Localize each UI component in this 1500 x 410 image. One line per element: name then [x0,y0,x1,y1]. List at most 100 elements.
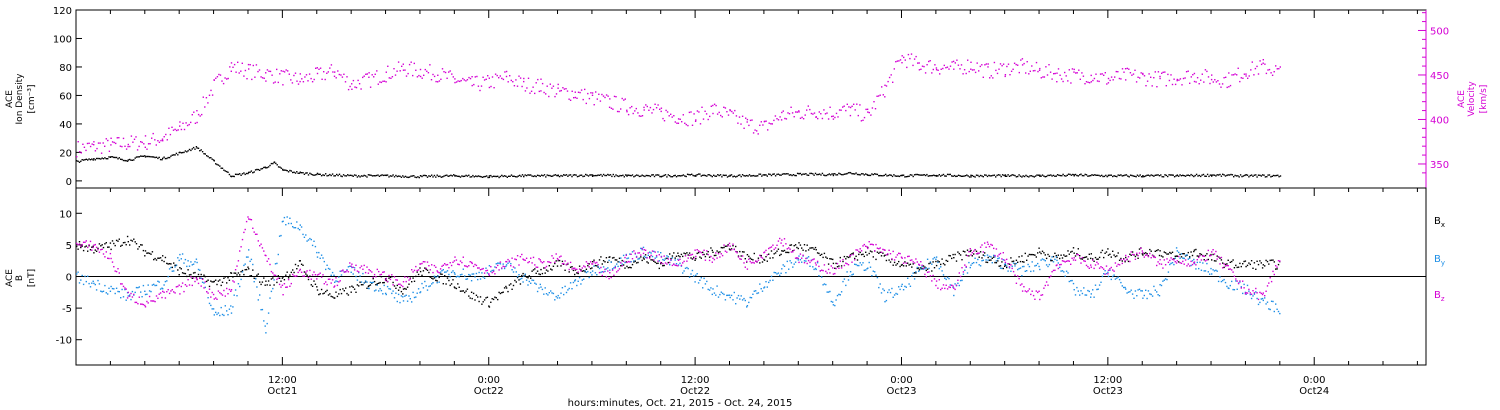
data-point [1077,290,1079,292]
data-point [1088,267,1090,269]
data-point [699,251,701,253]
data-point [1190,264,1192,267]
data-point [376,70,378,72]
data-point [932,68,934,71]
data-point [248,268,250,270]
data-point [257,168,259,171]
data-point [163,284,165,286]
data-point [1279,175,1282,177]
data-point [1072,259,1075,261]
data-point [429,175,431,178]
data-point [573,97,575,99]
data-point [1162,267,1164,269]
data-point [534,282,536,284]
data-point [1103,268,1105,270]
data-point [224,305,226,307]
data-point [584,270,586,272]
data-point [656,174,658,176]
data-point [463,79,465,81]
data-point [641,115,644,117]
data-point [137,156,139,158]
data-point [1027,290,1029,292]
data-point [989,175,991,177]
data-point [1248,262,1250,264]
data-point [1173,78,1175,80]
data-point [114,244,116,247]
data-point [1150,174,1152,176]
data-point [1253,262,1256,264]
data-point [739,258,741,260]
data-point [293,271,295,274]
data-point [838,293,840,296]
data-point [340,292,343,295]
data-point [911,174,913,176]
data-point [331,271,334,274]
data-point [1072,282,1075,285]
data-point [1054,269,1056,271]
data-point [752,132,755,134]
data-point [781,239,783,241]
data-point [799,244,802,246]
data-point [540,78,542,80]
data-point [997,174,1000,176]
data-point [981,175,983,177]
data-point [1192,74,1194,76]
data-point [888,289,890,291]
data-point [677,265,679,267]
data-point [1160,263,1163,265]
data-point [154,257,156,260]
data-point [505,285,507,288]
data-point [362,175,364,177]
data-point [81,245,83,247]
data-point [157,140,159,142]
data-point [856,259,859,261]
data-point [154,300,156,303]
data-point [1229,261,1231,263]
data-point [448,267,450,269]
data-point [392,284,394,286]
data-point [719,174,722,176]
top-panel-frame [75,9,1427,189]
data-point [928,267,930,270]
data-point [105,158,107,160]
data-point [102,253,105,255]
data-point [1265,259,1267,262]
data-point [648,109,650,111]
data-point [741,255,744,257]
data-point [1090,264,1092,266]
data-point [609,269,611,271]
data-point [588,263,590,265]
data-point [1269,308,1271,311]
data-point [550,261,552,264]
data-point [432,278,434,280]
data-point [963,69,966,71]
data-point [838,265,840,267]
data-point [663,264,665,267]
data-point [1211,273,1213,275]
data-point [245,268,248,271]
data-point [591,92,594,94]
data-point [330,282,332,284]
data-point [266,260,268,262]
data-point [107,246,109,248]
data-point [847,256,850,259]
x-axis: 12:00Oct210:00Oct2212:00Oct220:00Oct2312… [75,10,1418,397]
data-point [908,255,910,257]
data-point [681,174,683,177]
data-point [576,97,578,99]
data-point [1271,74,1274,76]
data-point [949,65,952,67]
data-point [695,257,697,260]
data-point [1149,293,1151,295]
data-point [580,270,582,272]
data-point [633,260,635,262]
data-point [974,176,976,178]
data-point [736,175,738,178]
data-point [1007,174,1009,176]
data-point [150,253,152,255]
data-point [337,70,339,72]
data-point [385,277,387,280]
data-point [339,288,341,291]
data-point [1107,275,1110,278]
data-point [660,256,663,258]
